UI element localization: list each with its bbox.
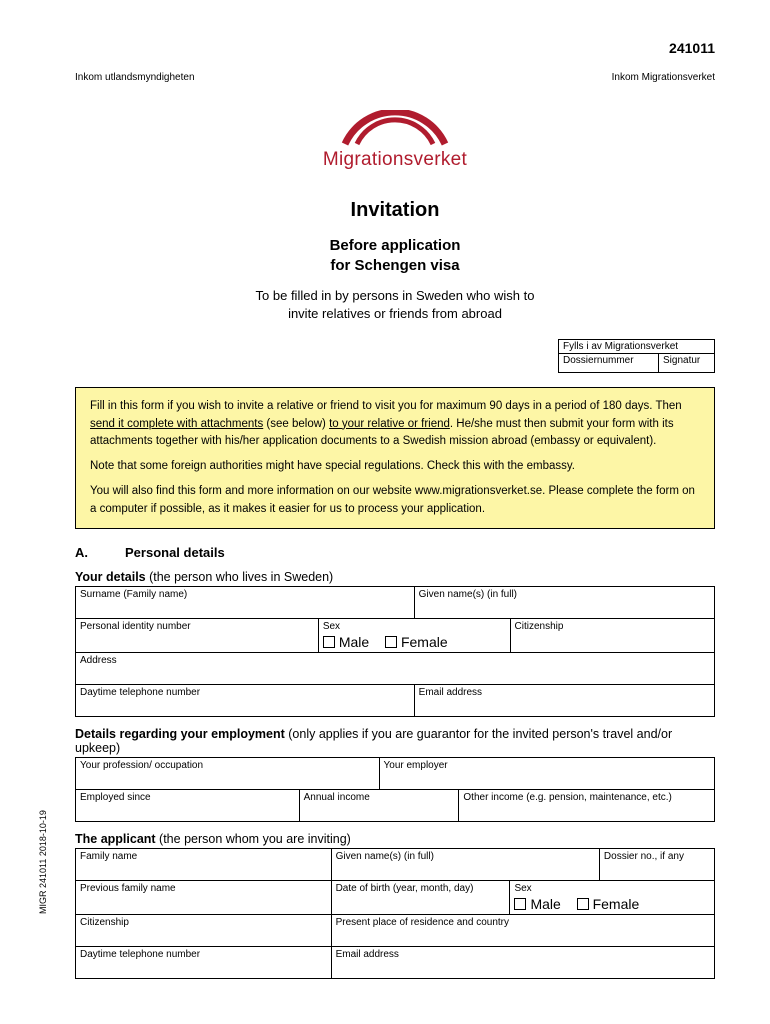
field-email[interactable]: Email address	[414, 684, 714, 716]
field-address[interactable]: Address	[76, 652, 715, 684]
form-number: 241011	[669, 40, 715, 56]
title-desc: To be filled in by persons in Sweden who…	[75, 287, 715, 323]
inkom-left: Inkom utlandsmyndigheten	[75, 72, 195, 83]
title-block: Invitation Before application for Scheng…	[75, 199, 715, 323]
title-main: Invitation	[75, 199, 715, 222]
field-annual-income[interactable]: Annual income	[299, 789, 459, 821]
field-sex: Sex Male Female	[318, 618, 510, 652]
field-app-prev[interactable]: Previous family name	[76, 880, 332, 914]
label-app-male: Male	[530, 896, 560, 912]
field-given[interactable]: Given name(s) (in full)	[414, 586, 714, 618]
applicant-table: Family name Given name(s) (in full) Doss…	[75, 848, 715, 979]
section-a-letter: A.	[75, 545, 125, 560]
logo-text: Migrationsverket	[75, 149, 715, 171]
field-profession[interactable]: Your profession/ occupation	[76, 757, 380, 789]
label-male: Male	[339, 634, 369, 650]
label-app-female: Female	[593, 896, 640, 912]
info-box: Fill in this form if you wish to invite …	[75, 387, 715, 529]
info-p1: Fill in this form if you wish to invite …	[90, 398, 700, 450]
desc-line2: invite relatives or friends from abroad	[288, 306, 502, 321]
logo-arc-icon	[325, 110, 465, 148]
label-female: Female	[401, 634, 448, 650]
applicant-heading: The applicant (the person whom you are i…	[75, 832, 715, 846]
field-app-given[interactable]: Given name(s) (in full)	[331, 848, 599, 880]
field-citizenship[interactable]: Citizenship	[510, 618, 715, 652]
dossier-header: Fylls i av Migrationsverket	[559, 340, 714, 354]
field-surname[interactable]: Surname (Family name)	[76, 586, 415, 618]
your-details-table: Surname (Family name) Given name(s) (in …	[75, 586, 715, 717]
field-other-income[interactable]: Other income (e.g. pension, maintenance,…	[459, 789, 715, 821]
your-details-heading: Your details (the person who lives in Sw…	[75, 570, 715, 584]
info-p2: Note that some foreign authorities might…	[90, 458, 700, 475]
header-top: 241011 Inkom utlandsmyndigheten Inkom Mi…	[75, 40, 715, 110]
logo: Migrationsverket	[75, 110, 715, 171]
field-app-email[interactable]: Email address	[331, 946, 714, 978]
field-app-residence[interactable]: Present place of residence and country	[331, 914, 714, 946]
field-phone[interactable]: Daytime telephone number	[76, 684, 415, 716]
inkom-right: Inkom Migrationsverket	[612, 72, 715, 83]
dossier-sig-label: Signatur	[659, 354, 714, 372]
section-a-header: A.Personal details	[75, 545, 715, 560]
title-sub1: Before application	[75, 236, 715, 256]
field-employed-since[interactable]: Employed since	[76, 789, 300, 821]
field-app-phone[interactable]: Daytime telephone number	[76, 946, 332, 978]
employment-heading: Details regarding your employment (only …	[75, 727, 715, 755]
dossier-num-label: Dossiernummer	[559, 354, 659, 372]
field-app-dob[interactable]: Date of birth (year, month, day)	[331, 880, 510, 914]
section-a-title: Personal details	[125, 545, 225, 560]
info-p3: You will also find this form and more in…	[90, 483, 700, 518]
form-version-label: MIGR 241011 2018-10-19	[38, 810, 48, 914]
checkbox-app-female[interactable]	[577, 898, 589, 910]
desc-line1: To be filled in by persons in Sweden who…	[256, 288, 535, 303]
checkbox-male[interactable]	[323, 636, 335, 648]
field-app-citizenship[interactable]: Citizenship	[76, 914, 332, 946]
title-sub2: for Schengen visa	[75, 256, 715, 276]
employment-table: Your profession/ occupation Your employe…	[75, 757, 715, 822]
field-pin[interactable]: Personal identity number	[76, 618, 319, 652]
field-employer[interactable]: Your employer	[379, 757, 714, 789]
field-app-sex: Sex Male Female	[510, 880, 715, 914]
dossier-box: Fylls i av Migrationsverket Dossiernumme…	[558, 339, 715, 373]
field-app-dossier[interactable]: Dossier no., if any	[599, 848, 714, 880]
checkbox-female[interactable]	[385, 636, 397, 648]
checkbox-app-male[interactable]	[514, 898, 526, 910]
form-page: 241011 Inkom utlandsmyndigheten Inkom Mi…	[0, 0, 770, 1024]
field-app-family[interactable]: Family name	[76, 848, 332, 880]
